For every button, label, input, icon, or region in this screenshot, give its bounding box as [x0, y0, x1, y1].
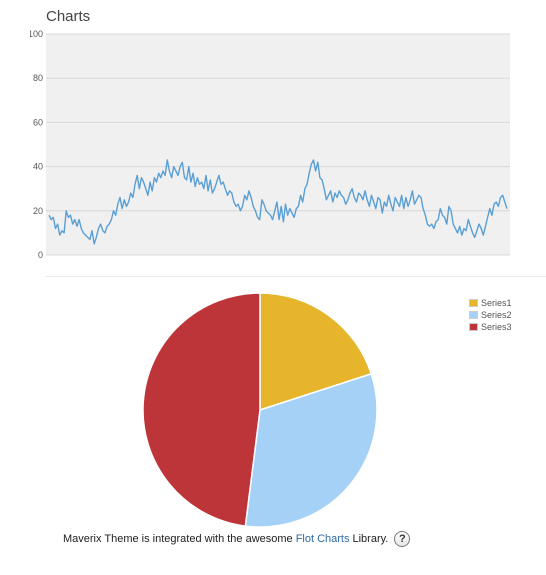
y-tick-label: 40 [33, 162, 43, 172]
legend-label-series3: Series3 [481, 322, 512, 332]
y-tick-label: 0 [38, 250, 43, 260]
y-tick-label: 80 [33, 73, 43, 83]
section-divider [46, 276, 546, 277]
series-line [48, 159, 508, 245]
legend-swatch-series3 [469, 323, 478, 331]
footer-note: Maverix Theme is integrated with the awe… [63, 531, 411, 547]
flot-charts-link[interactable]: Flot Charts [295, 533, 350, 545]
y-tick-label: 20 [33, 206, 43, 216]
y-tick-label: 100 [30, 29, 43, 39]
plot-area [46, 34, 510, 255]
line-chart: 0 20 40 60 80 100 [30, 29, 510, 260]
legend-swatch-series1 [469, 299, 478, 307]
pie-legend: Series1 Series2 Series3 [469, 297, 512, 333]
pie-slice-series2 [244, 372, 378, 528]
legend-label-series1: Series1 [481, 298, 512, 308]
pie-slice-series3 [142, 292, 261, 527]
legend-item-series2: Series2 [469, 309, 512, 321]
legend-swatch-series2 [469, 311, 478, 319]
page-title: Charts [46, 8, 91, 25]
pie-slice-series1 [259, 292, 373, 412]
legend-item-series1: Series1 [469, 297, 512, 309]
legend-item-series3: Series3 [469, 321, 512, 333]
footer-text-after: Library. [352, 533, 389, 545]
pie-chart [142, 292, 378, 528]
help-icon[interactable]: ? [394, 531, 411, 547]
legend-label-series2: Series2 [481, 310, 512, 320]
y-tick-label: 60 [33, 117, 43, 127]
footer-text-before: Maverix Theme is integrated with the awe… [63, 533, 293, 545]
